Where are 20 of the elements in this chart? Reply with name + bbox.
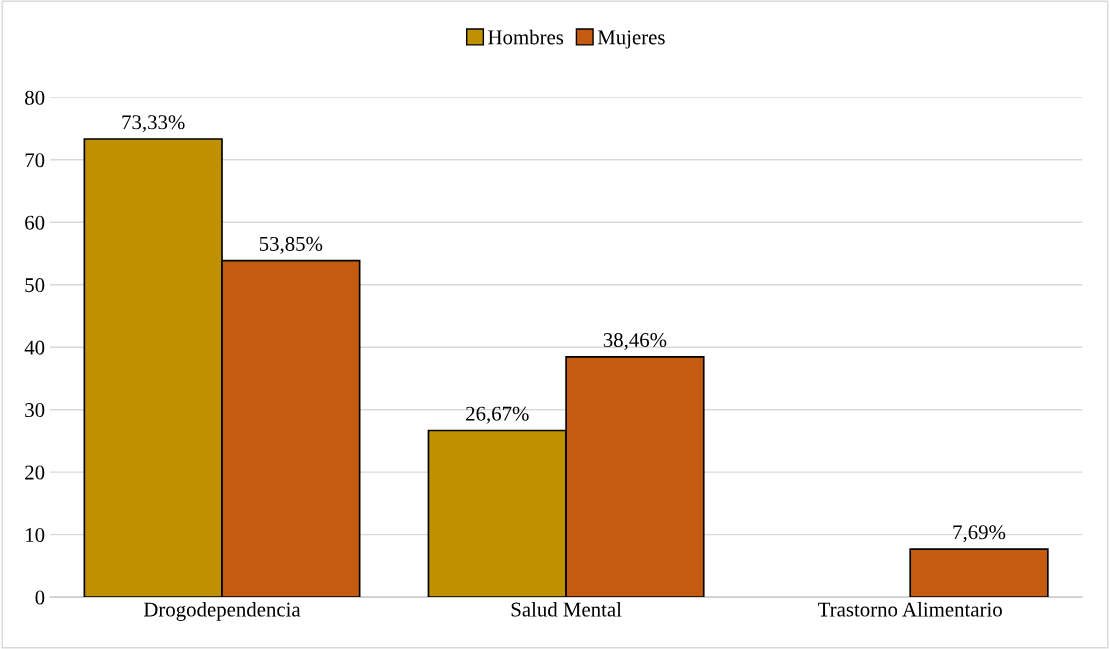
y-tick-label: 60 xyxy=(25,215,45,230)
y-tick-label: 30 xyxy=(25,403,45,418)
legend-label: Hombres xyxy=(488,29,564,45)
y-tick-label: 50 xyxy=(25,278,45,293)
legend-label: Mujeres xyxy=(597,30,665,49)
y-tick-label: 20 xyxy=(25,465,45,480)
y-tick-label: 80 xyxy=(25,90,45,105)
y-tick-label: 0 xyxy=(35,590,45,605)
x-tick-label: Salud Mental xyxy=(511,601,622,617)
data-label: 7,69% xyxy=(953,525,1006,543)
y-tick-label: 70 xyxy=(25,153,45,168)
data-label: 73,33% xyxy=(122,115,185,133)
data-label: 53,85% xyxy=(259,236,323,254)
x-tick-label: Drogodependencia xyxy=(143,601,301,621)
y-tick-label: 10 xyxy=(26,527,45,543)
x-tick-label: Trastorno Alimentario xyxy=(818,601,1002,617)
bar xyxy=(909,548,1049,598)
data-label: 26,67% xyxy=(466,406,529,424)
data-label: 38,46% xyxy=(603,332,667,351)
y-tick-label: 40 xyxy=(24,340,45,355)
